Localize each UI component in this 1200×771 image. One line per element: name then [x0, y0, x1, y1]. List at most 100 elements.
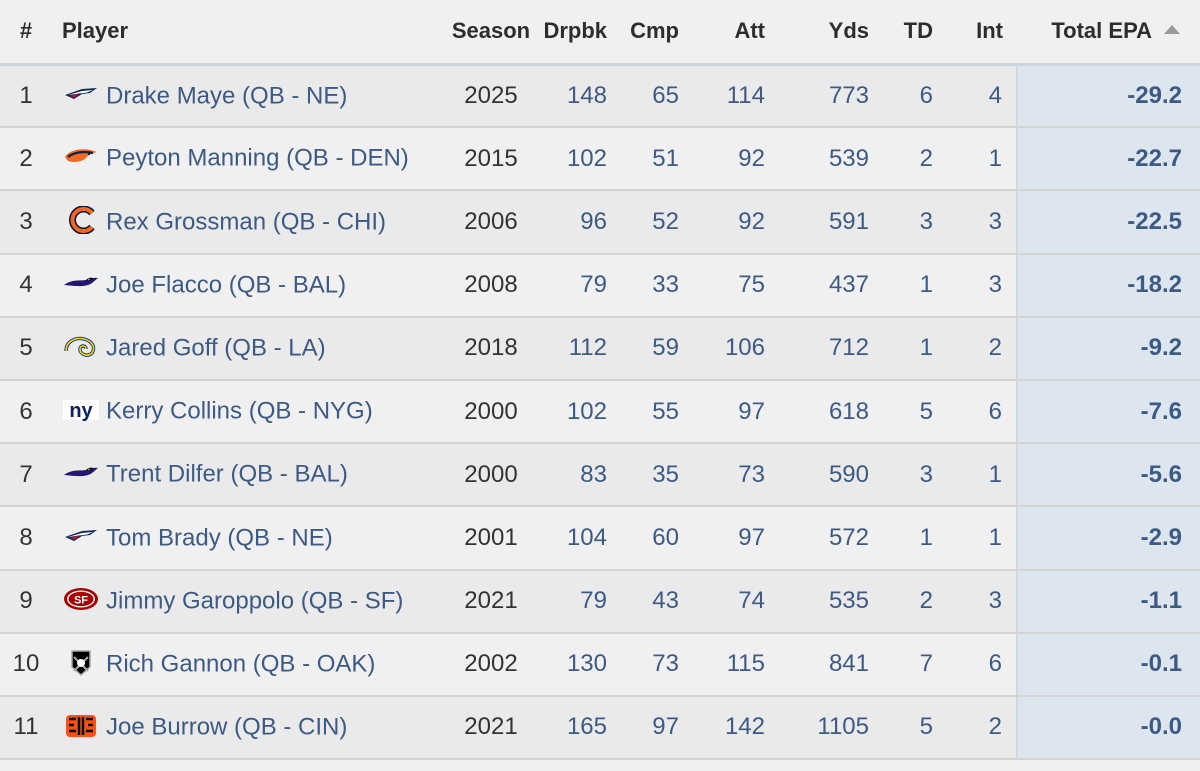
column-header-rank[interactable]: #	[0, 0, 52, 66]
table-row: 8 Tom Brady (QB - NE) 2001 104 60 97 572 1 1 -2.9	[0, 506, 1200, 571]
column-header-total-epa-label: Total EPA	[1051, 18, 1152, 44]
rank-cell: 8	[0, 506, 52, 571]
rank-cell: 6	[0, 379, 52, 445]
drpbk-cell: 104	[537, 506, 621, 571]
svg-text:ny: ny	[69, 400, 93, 422]
att-cell: 92	[693, 190, 779, 255]
yds-cell: 539	[779, 127, 883, 192]
player-cell: Rex Grossman (QB - CHI)	[52, 190, 445, 255]
bengals-logo-icon	[62, 712, 100, 740]
rank-cell: 3	[0, 190, 52, 255]
yds-cell: 773	[779, 64, 883, 129]
table-row: 5 Jared Goff (QB - LA) 2018 112 59 106 712 1 2 -9…	[0, 316, 1200, 381]
total-epa-cell: -0.1	[1016, 632, 1200, 697]
total-epa-cell: -9.2	[1016, 316, 1200, 381]
drpbk-cell: 79	[537, 253, 621, 318]
column-header-season[interactable]: Season	[445, 0, 537, 66]
int-cell: 1	[947, 127, 1017, 192]
td-cell: 7	[883, 632, 947, 697]
table-row: 6 ny Kerry Collins (QB - NYG) 2000 102 55 97 61…	[0, 379, 1200, 445]
cmp-cell: 59	[621, 316, 693, 381]
giants-logo-icon: ny	[62, 396, 100, 424]
column-header-cmp[interactable]: Cmp	[621, 0, 693, 66]
player-name-link[interactable]: Jared Goff (QB - LA)	[106, 334, 326, 362]
table-header: # Player Season Drpbk Cmp Att Yds TD Int…	[0, 0, 1200, 66]
column-header-rank-label: #	[19, 18, 33, 44]
att-cell: 92	[693, 127, 779, 192]
td-cell: 1	[883, 253, 947, 318]
td-cell: 5	[883, 379, 947, 445]
column-header-td[interactable]: TD	[883, 0, 947, 66]
player-name-link[interactable]: Drake Maye (QB - NE)	[106, 82, 348, 110]
player-name-link[interactable]: Trent Dilfer (QB - BAL)	[106, 461, 348, 489]
cmp-cell: 73	[621, 632, 693, 697]
player-name-link[interactable]: Rich Gannon (QB - OAK)	[106, 650, 376, 678]
cmp-cell: 60	[621, 506, 693, 571]
yds-cell: 712	[779, 316, 883, 381]
player-cell: Rich Gannon (QB - OAK)	[52, 632, 445, 697]
column-header-att-label: Att	[734, 18, 765, 44]
rank-cell: 5	[0, 316, 52, 381]
yds-cell: 590	[779, 443, 883, 508]
sort-up-icon[interactable]	[1164, 24, 1180, 34]
bears-logo-icon	[62, 206, 100, 235]
column-header-int[interactable]: Int	[947, 0, 1017, 66]
table-body: 1 Drake Maye (QB - NE) 2025 148 65 114 773 6 4 -2…	[0, 64, 1200, 761]
column-header-drpbk[interactable]: Drpbk	[537, 0, 621, 66]
column-header-int-label: Int	[976, 18, 1003, 44]
season-cell: 2021	[445, 695, 537, 761]
player-name-link[interactable]: Tom Brady (QB - NE)	[106, 524, 333, 552]
column-header-att[interactable]: Att	[693, 0, 779, 66]
cmp-cell: 97	[621, 695, 693, 761]
drpbk-cell: 148	[537, 64, 621, 129]
player-name-link[interactable]: Jimmy Garoppolo (QB - SF)	[106, 587, 404, 615]
att-cell: 115	[693, 632, 779, 697]
rank-cell: 11	[0, 695, 52, 761]
cmp-cell: 65	[621, 64, 693, 129]
column-header-total-epa[interactable]: Total EPA	[1017, 0, 1200, 66]
drpbk-cell: 79	[537, 569, 621, 634]
player-name-link[interactable]: Rex Grossman (QB - CHI)	[106, 208, 387, 236]
player-name-link[interactable]: Peyton Manning (QB - DEN)	[106, 145, 409, 173]
player-name-link[interactable]: Joe Flacco (QB - BAL)	[106, 271, 347, 299]
player-cell: Joe Burrow (QB - CIN)	[52, 695, 445, 761]
broncos-logo-icon	[62, 143, 100, 171]
player-cell: Drake Maye (QB - NE)	[52, 64, 445, 129]
int-cell: 6	[947, 379, 1017, 445]
int-cell: 2	[947, 316, 1017, 381]
player-cell: ny Kerry Collins (QB - NYG)	[52, 379, 445, 445]
player-name-link[interactable]: Kerry Collins (QB - NYG)	[106, 397, 373, 425]
att-cell: 142	[693, 695, 779, 761]
td-cell: 6	[883, 64, 947, 129]
att-cell: 106	[693, 316, 779, 381]
table-row: 1 Drake Maye (QB - NE) 2025 148 65 114 773 6 4 -2…	[0, 64, 1200, 129]
player-cell: Tom Brady (QB - NE)	[52, 506, 445, 571]
yds-cell: 1105	[779, 695, 883, 761]
column-header-player[interactable]: Player	[52, 0, 445, 66]
season-cell: 2025	[445, 64, 537, 129]
att-cell: 114	[693, 64, 779, 129]
yds-cell: 437	[779, 253, 883, 318]
table-row: 4 Joe Flacco (QB - BAL) 2008 79 33 75 437 1 3 -18…	[0, 253, 1200, 318]
drpbk-cell: 130	[537, 632, 621, 697]
table-row: 7 Trent Dilfer (QB - BAL) 2000 83 35 73 590 3 1-…	[0, 443, 1200, 508]
player-cell: Jared Goff (QB - LA)	[52, 316, 445, 381]
drpbk-cell: 102	[537, 379, 621, 445]
drpbk-cell: 102	[537, 127, 621, 192]
table-row: 2 Peyton Manning (QB - DEN) 2015 102 51 92 539…	[0, 127, 1200, 192]
player-cell: Trent Dilfer (QB - BAL)	[52, 443, 445, 508]
table-row: 10 Rich Gannon (QB - OAK) 2002 130 73 115 841 7…	[0, 632, 1200, 697]
int-cell: 3	[947, 569, 1017, 634]
int-cell: 2	[947, 695, 1017, 761]
yds-cell: 535	[779, 569, 883, 634]
drpbk-cell: 96	[537, 190, 621, 255]
player-cell: Peyton Manning (QB - DEN)	[52, 127, 445, 192]
player-name-link[interactable]: Joe Burrow (QB - CIN)	[106, 713, 348, 741]
total-epa-cell: -5.6	[1016, 443, 1200, 508]
header-row: # Player Season Drpbk Cmp Att Yds TD Int…	[0, 0, 1200, 66]
49ers-logo-icon: SF	[62, 585, 100, 613]
column-header-season-label: Season	[451, 18, 531, 44]
yds-cell: 572	[779, 506, 883, 571]
column-header-yds[interactable]: Yds	[779, 0, 883, 66]
